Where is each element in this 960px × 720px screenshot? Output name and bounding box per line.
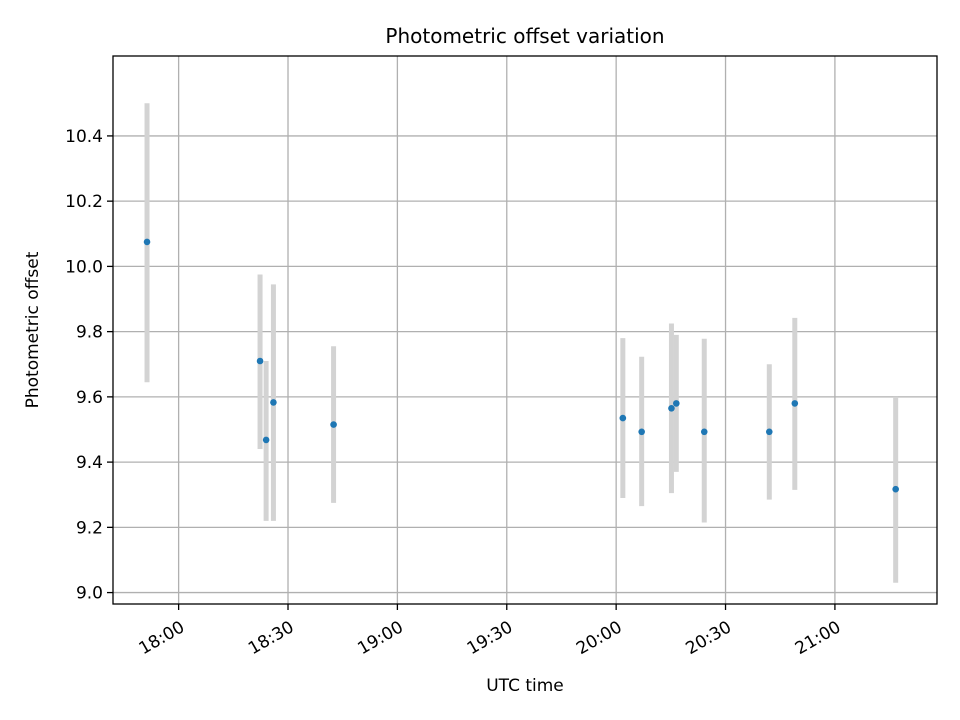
y-tick-label: 10.4 [65, 127, 103, 147]
data-point [700, 428, 708, 436]
chart-title: Photometric offset variation [385, 24, 664, 48]
data-points [143, 238, 899, 493]
data-point [256, 357, 264, 365]
y-axis-label: Photometric offset [23, 251, 43, 408]
data-point [330, 421, 337, 428]
y-tick-label: 9.4 [76, 453, 103, 473]
data-point [262, 436, 270, 444]
y-tick-label: 9.8 [76, 323, 103, 343]
data-point [619, 414, 627, 422]
y-tick-label: 9.2 [76, 518, 103, 538]
data-point [638, 428, 645, 436]
y-axis: 9.0 9.2 9.4 9.6 9.8 10.0 10.2 10.4 [65, 127, 113, 604]
data-point [673, 400, 680, 407]
data-point [668, 404, 675, 412]
data-point [892, 485, 899, 493]
grid [113, 56, 937, 604]
data-point [765, 428, 773, 436]
data-point [270, 399, 277, 406]
y-tick-label: 9.6 [76, 388, 103, 408]
data-point [143, 238, 151, 246]
plot-frame [112, 55, 938, 605]
y-tick-label: 9.0 [76, 584, 103, 604]
y-tick-label: 10.0 [65, 257, 103, 277]
x-axis-label: UTC time [486, 676, 564, 696]
data-point [791, 400, 799, 407]
y-tick-label: 10.2 [65, 192, 103, 212]
